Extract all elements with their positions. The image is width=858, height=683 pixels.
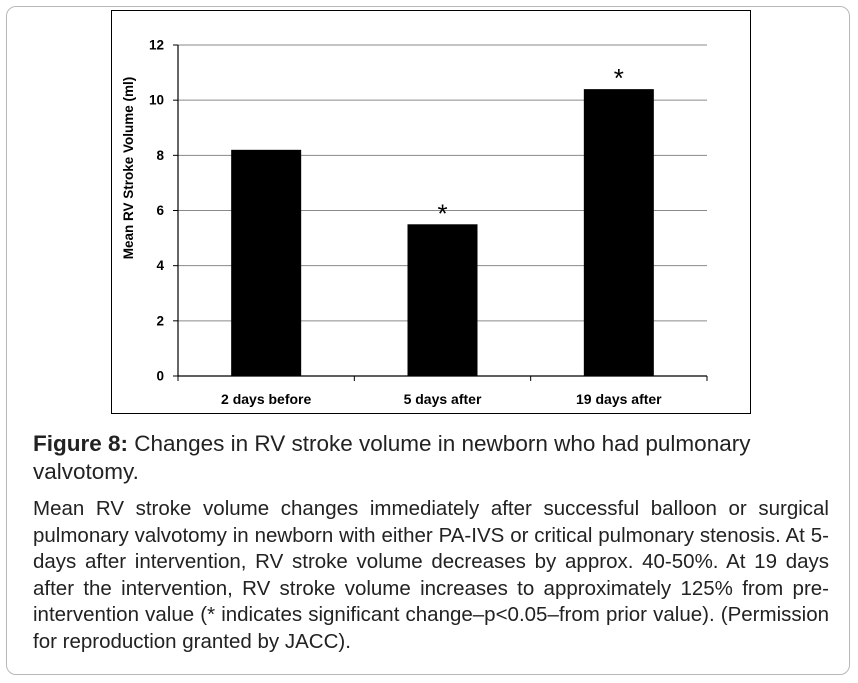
significance-asterisk: * (614, 63, 624, 93)
bars (231, 89, 654, 376)
figure-label: Figure 8: (33, 431, 129, 456)
y-tick-label: 12 (149, 38, 164, 53)
y-tick-label: 8 (156, 148, 164, 163)
y-tick-label: 10 (149, 93, 164, 108)
figure-title: Changes in RV stroke volume in newborn w… (33, 431, 751, 484)
figure-caption: Figure 8: Changes in RV stroke volume in… (33, 430, 829, 486)
x-tick-label: 19 days after (576, 391, 662, 407)
y-tick-label: 0 (156, 369, 164, 384)
x-tick-label: 2 days before (221, 391, 311, 407)
y-tick-label: 6 (156, 203, 164, 218)
significance-markers: ** (437, 63, 623, 228)
y-axis-label: Mean RV Stroke Volume (ml) (121, 77, 136, 260)
significance-asterisk: * (437, 198, 447, 228)
x-tick-labels: 2 days before 5 days after 19 days after (221, 391, 662, 407)
x-tick-label: 5 days after (404, 391, 482, 407)
bar (407, 224, 478, 376)
figure-frame (6, 6, 850, 675)
figure-description: Mean RV stroke volume changes immediatel… (33, 497, 829, 653)
y-tick-label: 4 (156, 258, 164, 273)
bar (583, 89, 654, 376)
y-tick-label: 2 (156, 313, 164, 328)
bar (231, 149, 302, 376)
y-tick-labels: 0 2 4 6 8 10 12 (149, 38, 165, 384)
